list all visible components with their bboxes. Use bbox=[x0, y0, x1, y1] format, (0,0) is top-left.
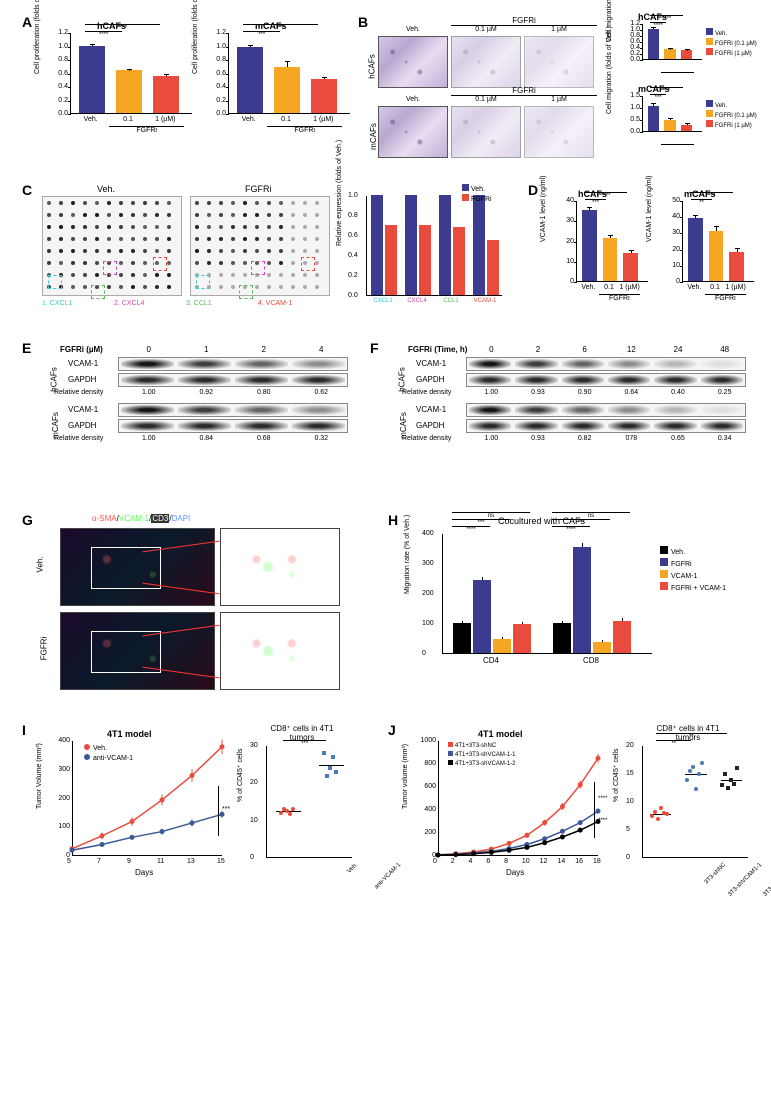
panel-g-label: G bbox=[22, 512, 33, 528]
panel-c-label: C bbox=[22, 182, 32, 198]
panel-e-label: E bbox=[22, 340, 31, 356]
panel-i: 4T1 modelTumor Volume (mm³)0100200300400… bbox=[42, 726, 372, 901]
panel-i-label: I bbox=[22, 722, 26, 738]
panel-d-label: D bbox=[528, 182, 538, 198]
panel-d: hCAFs010203040VCAM-1 level (ng/ml)Veh.0.… bbox=[548, 186, 758, 311]
panel-b-images: hCAFsFGFRiVeh.0.1 µM1 µMmCAFsFGFRiVeh.0.… bbox=[378, 18, 610, 156]
panel-g: α-SMA/VCAM-1/CD3/DAPIVeh.FGFRi bbox=[42, 516, 352, 691]
panel-h: Cocultured with CAFsMigration rate (% of… bbox=[408, 516, 748, 691]
panel-b-label: B bbox=[358, 14, 368, 30]
panel-a-label: A bbox=[22, 14, 32, 30]
panel-f-label: F bbox=[370, 340, 379, 356]
panel-j-label: J bbox=[388, 722, 396, 738]
panel-c: Veh.FGFRi1. CXCL12. CXCL43. CCL14. VCAM-… bbox=[42, 186, 512, 326]
panel-f: FGFRi (Time, h)026122448hCAFsVCAM-1GAPDH… bbox=[390, 345, 750, 490]
panel-j: 4T1 modelTumor volume (mm³)0200400600800… bbox=[408, 726, 758, 901]
panel-a: hCAFs0.00.20.40.60.81.01.2Cell prolifera… bbox=[42, 18, 352, 143]
panel-h-label: H bbox=[388, 512, 398, 528]
panel-e: FGFRi (µM)0124hCAFsVCAM-1GAPDHRelative d… bbox=[42, 345, 352, 490]
panel-b-charts: hCAFs0.00.20.40.60.81.01.2Cell migration… bbox=[614, 18, 760, 158]
